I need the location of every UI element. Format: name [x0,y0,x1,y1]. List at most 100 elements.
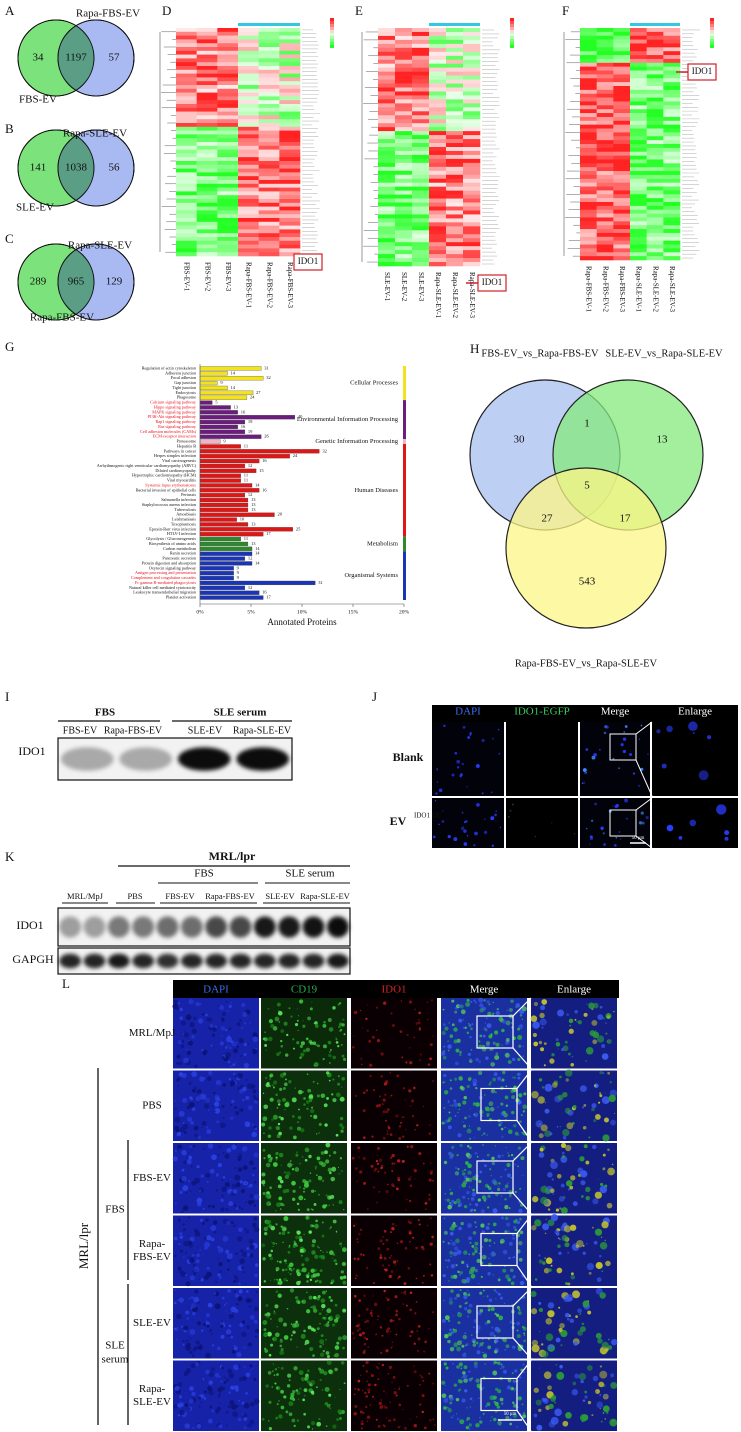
micrograph-signal [475,1423,480,1428]
micrograph-signal [478,1179,482,1184]
heatmap-cell [613,39,631,44]
micrograph-signal [199,1302,201,1304]
heatmap-cell [429,166,447,172]
heatmap-cell [238,237,259,242]
micrograph-signal [576,1239,584,1248]
heatmap-cell [258,206,280,211]
micrograph-signal [230,1273,232,1275]
heatmap-cell [613,70,631,75]
micrograph-signal [303,1103,306,1106]
blot-band [83,953,106,969]
micrograph-signal [278,1367,280,1369]
micrograph-signal [387,1126,391,1130]
micrograph-signal [474,1268,478,1273]
heatmap-cell [596,43,614,48]
go-count: 13 [234,404,239,409]
group-label: FBS [105,1204,125,1216]
micrograph-signal [481,1338,484,1341]
micrograph-signal [447,1040,449,1043]
micrograph-signal [285,1262,287,1265]
micrograph-signal [191,1303,197,1309]
micrograph-signal [600,1420,603,1423]
heatmap-cell [646,120,664,125]
heatmap-cell [596,55,614,60]
micrograph-signal [299,1240,301,1242]
micrograph-signal [506,1184,509,1187]
heatmap-cell [412,238,430,243]
heatmap-cell [463,87,481,92]
micrograph-signal [666,725,673,733]
micrograph-signal [300,1041,305,1046]
micrograph-signal [306,1309,311,1314]
micrograph-signal [301,1156,304,1159]
micrograph-signal [331,1093,334,1096]
heatmap-cell [630,178,647,183]
go-count: 12 [248,556,253,561]
heatmap-cell [646,124,664,129]
micrograph-signal [220,1041,224,1046]
micrograph-signal [212,1220,218,1225]
heatmap-cell [258,183,280,188]
go-bar [199,502,249,508]
micrograph-signal [592,1375,599,1382]
heatmap-cell [412,127,430,132]
group-label: SLE serum [214,707,267,719]
micrograph-signal [520,1024,523,1026]
heatmap-cell [258,237,280,242]
micrograph-signal [459,1143,463,1148]
micrograph-signal [398,1388,401,1390]
micrograph-signal [472,1343,477,1347]
heatmap-cell [613,236,631,241]
micrograph-signal [289,1338,293,1341]
heatmap-cell [446,43,464,49]
heatmap-cell [463,186,481,191]
heatmap-cell [463,214,481,219]
micrograph-signal [232,1224,236,1228]
micrograph-signal [581,1322,585,1326]
heatmap-cell [446,95,464,100]
go-term: Tuberculosis [175,507,197,512]
heatmap-cell [613,97,631,102]
go-term: Toxoplasmosis [171,521,196,526]
micrograph-signal [462,725,466,729]
heatmap-cell [580,232,597,238]
micrograph-signal [498,1182,501,1185]
micrograph-signal [512,1401,515,1405]
heatmap-cell [613,93,631,98]
micrograph-signal [183,1256,185,1258]
micrograph-signal [534,1219,542,1227]
micrograph-signal [490,816,495,821]
micrograph-signal [277,1184,282,1189]
heatmap-legend [510,39,514,42]
micrograph-signal [357,1388,360,1391]
micrograph-signal [187,1156,189,1159]
micrograph-signal [513,1076,516,1079]
heatmap-cell [663,155,681,160]
micrograph-signal [506,1182,509,1185]
micrograph [432,798,504,848]
micrograph-signal [550,1188,555,1194]
micrograph-signal [401,1159,405,1163]
micrograph-signal [276,1386,279,1390]
heatmap-cell [196,195,218,200]
micrograph-signal [453,1246,459,1251]
micrograph-signal [404,1246,408,1250]
micrograph-signal [572,1104,577,1109]
micrograph-signal [518,1044,522,1048]
micrograph-signal [413,1423,417,1428]
heatmap-cell [613,171,631,176]
micrograph-signal [182,1185,189,1191]
micrograph-signal [319,1368,325,1374]
micrograph-signal [314,1165,318,1169]
heatmap-cell [446,147,464,152]
micrograph-signal [594,1191,602,1199]
heatmap-cell [258,100,280,105]
micrograph-signal [231,1041,237,1047]
heatmap-cell [217,92,239,97]
micrograph-signal [325,1351,330,1355]
micrograph-signal [191,1028,197,1034]
heatmap-column-label: Rapa-SLE-EV-3 [668,266,676,313]
micrograph-signal [380,1351,383,1354]
heatmap-cell [663,35,681,40]
micrograph-signal [241,1026,244,1029]
